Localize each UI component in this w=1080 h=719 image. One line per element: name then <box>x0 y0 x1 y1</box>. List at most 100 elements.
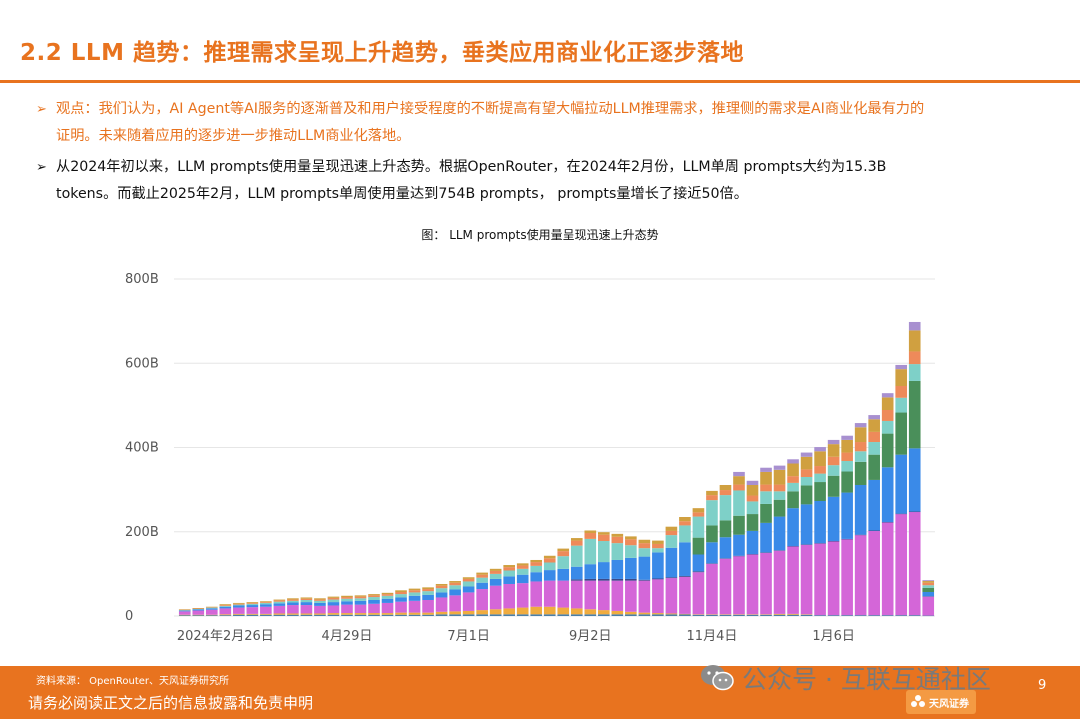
bar-segment <box>665 577 678 579</box>
bar-segment <box>841 452 853 461</box>
bar-segment <box>300 598 313 600</box>
bar-segment <box>408 614 421 616</box>
bar-segment <box>881 615 894 616</box>
bar-segment <box>260 601 272 603</box>
bar-segment <box>827 475 840 497</box>
bar-segment <box>530 562 543 566</box>
stacked-bar-chart: 0 200B 400B 600B 800B 2024年2月26日 4月29日 7月1日 9月2日… <box>125 272 935 644</box>
watermark: 公众号 · 互联互通社区 <box>700 660 991 696</box>
bar-segment <box>381 598 394 603</box>
bar-segment <box>814 500 826 544</box>
bar-segment <box>692 554 705 572</box>
bar-segment <box>922 596 935 597</box>
bar-segment <box>354 604 367 614</box>
bar-segment <box>841 460 853 472</box>
bar-segment <box>814 543 826 616</box>
bar-segment <box>449 589 461 596</box>
bar-segment <box>706 563 718 615</box>
bar-segment <box>408 600 421 613</box>
bar-segment <box>787 459 799 464</box>
logo-flower-icon <box>911 695 925 707</box>
bar-segment <box>178 610 191 611</box>
bar-segment <box>422 587 434 590</box>
bar-segment <box>773 613 786 615</box>
bullet-arrow-icon: ➢ <box>36 102 47 117</box>
footer-bar <box>0 666 1080 719</box>
bar-segment <box>178 611 191 615</box>
bar-segment <box>368 613 380 615</box>
bar-segment <box>557 614 570 616</box>
bar-segment <box>760 522 772 553</box>
bar-segment <box>787 546 799 547</box>
bar-segment <box>516 583 529 608</box>
bullet-arrow-icon: ➢ <box>36 160 47 175</box>
bar-segment <box>408 588 421 591</box>
bar-segment <box>178 615 191 616</box>
bar-segment <box>584 538 597 565</box>
bar-segment <box>435 614 448 616</box>
bar-segment <box>476 614 488 616</box>
bar-segment <box>422 599 434 613</box>
bar-segment <box>692 516 705 538</box>
bar-segment <box>219 614 232 616</box>
bar-segment <box>462 581 475 587</box>
bar-segment <box>787 613 799 615</box>
bar-segment <box>814 473 826 483</box>
bar-segment <box>233 604 245 606</box>
bar-segment <box>665 613 678 615</box>
bar-segment <box>800 504 813 545</box>
bar-segment <box>327 602 340 606</box>
bar-segment <box>787 476 799 483</box>
source-note: 资料来源： OpenRouter、天风证券研究所 <box>36 676 230 687</box>
bar-segment <box>827 456 840 466</box>
bar-segment <box>570 538 583 541</box>
bar-segment <box>895 454 908 514</box>
bar-segment <box>314 605 326 614</box>
bar-segment <box>611 580 624 611</box>
bar-segment <box>827 439 840 445</box>
bar-segment <box>300 602 313 606</box>
bar-segment <box>489 568 502 571</box>
bar-segment <box>625 578 637 581</box>
bar-segment <box>395 612 407 615</box>
bar-segment <box>341 614 353 616</box>
bar-segment <box>178 610 191 612</box>
bar-segment <box>692 537 705 555</box>
bar-segment <box>881 522 894 523</box>
bar-segment <box>706 490 718 496</box>
bar-segment <box>854 615 867 616</box>
bar-segment <box>800 452 813 457</box>
bar-segment <box>205 615 218 616</box>
bar-segment <box>422 614 434 616</box>
bar-segment <box>530 565 543 573</box>
bar-segment <box>895 397 908 413</box>
bar-segment <box>625 539 637 546</box>
bar-segment <box>706 525 718 543</box>
bar-segment <box>895 513 908 515</box>
bar-segment <box>625 545 637 558</box>
bar-segment <box>908 364 921 381</box>
bar-segment <box>760 614 772 616</box>
bar-segment <box>327 599 340 603</box>
logo-text: 天风证券 <box>929 698 969 710</box>
bar-segment <box>260 606 272 614</box>
bar-segment <box>854 423 867 428</box>
bar-segment <box>557 548 570 552</box>
bar-segment <box>449 614 461 616</box>
bar-segment <box>638 579 651 581</box>
figure-caption: 图： LLM prompts使用量呈现迅速上升态势 <box>421 228 659 242</box>
bar-segment <box>287 599 299 601</box>
bar-segment <box>246 614 259 616</box>
bar-segment <box>719 537 732 559</box>
bar-segment <box>516 614 529 616</box>
bar-segment <box>854 484 867 535</box>
bar-segment <box>597 580 610 611</box>
bar-segment <box>679 575 691 577</box>
bar-segment <box>733 614 745 615</box>
bar-segment <box>543 614 556 616</box>
bar-segment <box>462 577 475 579</box>
bar-segment <box>570 580 583 609</box>
bar-segment <box>449 581 461 583</box>
bar-segment <box>638 614 651 616</box>
company-logo: 天风证券 <box>906 690 976 714</box>
